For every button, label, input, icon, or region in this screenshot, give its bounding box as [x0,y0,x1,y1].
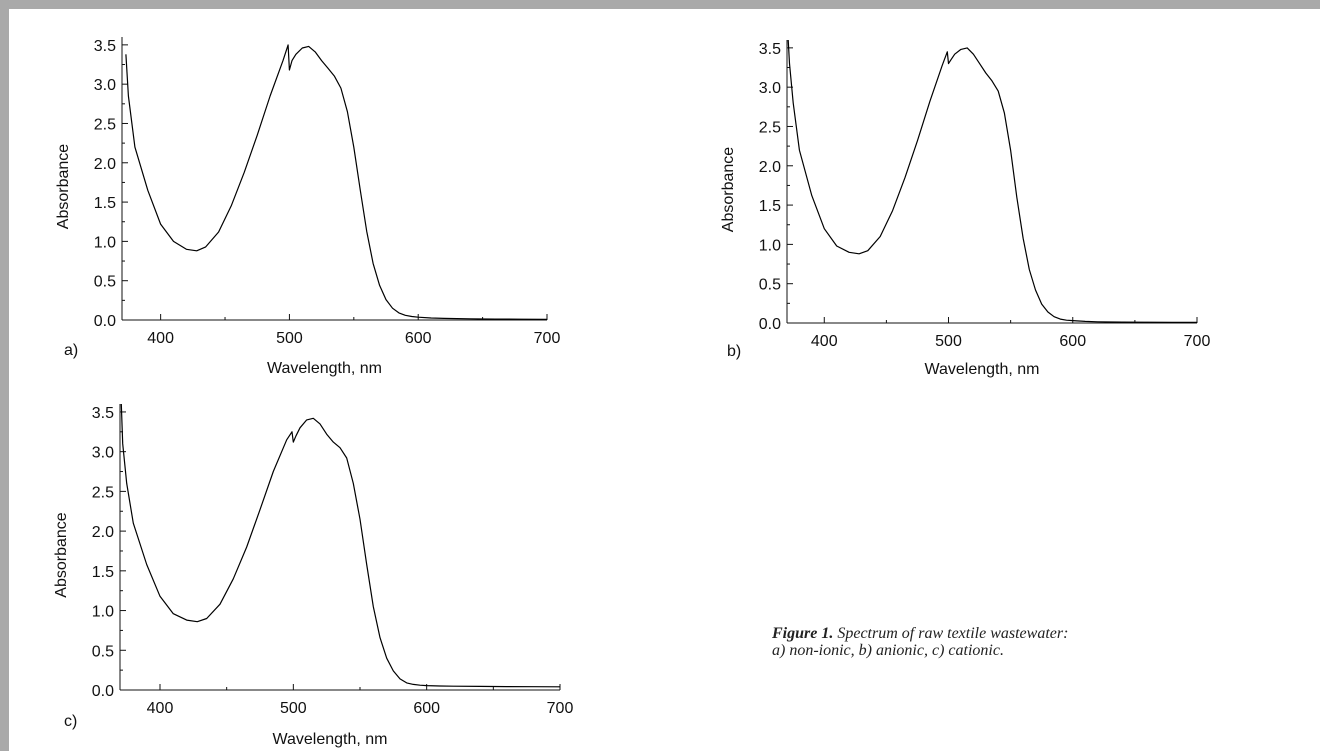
page-frame-left [0,0,9,751]
x-axis-title: Wavelength, nm [924,361,1039,378]
x-tick-label: 700 [547,700,574,717]
x-tick-label: 600 [413,700,440,717]
page-frame-top [0,0,1320,9]
absorbance-line [120,403,561,688]
y-tick-label: 0.5 [94,274,116,291]
y-tick-label: 1.5 [94,195,116,212]
y-tick-label: 3.5 [759,41,781,58]
y-tick-label: 2.5 [94,116,116,133]
y-axis-title: Absorbance [720,147,737,232]
y-tick-label: 3.5 [92,405,114,422]
caption-line-2: a) non-ionic, b) anionic, c) cationic. [772,642,1004,659]
y-tick-label: 2.0 [94,156,116,173]
panel-label: a) [64,342,78,359]
y-tick-label: 0.0 [759,316,781,333]
panel-label: c) [64,713,77,730]
absorbance-line [125,44,548,320]
x-tick-label: 700 [1184,333,1211,350]
y-axis-title: Absorbance [55,144,72,229]
y-tick-label: 1.0 [92,604,114,621]
y-tick-label: 1.5 [759,198,781,215]
x-tick-label: 600 [405,330,432,347]
x-tick-label: 400 [811,333,838,350]
x-axis-title: Wavelength, nm [267,360,382,377]
x-tick-label: 400 [147,700,174,717]
y-tick-label: 2.5 [759,119,781,136]
y-tick-label: 1.0 [94,234,116,251]
x-tick-label: 600 [1059,333,1086,350]
x-tick-label: 500 [935,333,962,350]
y-tick-label: 1.5 [92,564,114,581]
panel-label: b) [727,343,741,360]
y-tick-label: 0.0 [92,683,114,700]
y-tick-label: 2.0 [92,524,114,541]
y-tick-label: 0.5 [92,643,114,660]
x-tick-label: 400 [147,330,174,347]
figure-caption: Figure 1. Spectrum of raw textile wastew… [772,625,1192,659]
y-tick-label: 0.0 [94,313,116,330]
y-axis-title: Absorbance [53,512,70,597]
x-tick-label: 500 [276,330,303,347]
y-tick-label: 2.5 [92,484,114,501]
chart-panel-c: 400 500 600 700 0.0 0.5 1.0 1.5 2.0 2.5 3.0 3.5 Wave… [53,403,574,748]
y-tick-label: 2.0 [759,159,781,176]
y-tick-label: 3.0 [92,445,114,462]
caption-text: Spectrum of raw textile wastewater: [837,625,1069,642]
y-tick-label: 3.5 [94,38,116,55]
y-tick-label: 3.0 [94,77,116,94]
y-tick-label: 1.0 [759,237,781,254]
x-tick-label: 700 [534,330,561,347]
figure-label: Figure 1. [772,625,834,642]
y-tick-label: 3.0 [759,80,781,97]
x-tick-label: 500 [280,700,307,717]
y-tick-label: 0.5 [759,277,781,294]
x-axis-title: Wavelength, nm [272,731,387,748]
chart-panel-b: 400 500 600 700 0.0 0.5 1.0 1.5 2.0 2.5 3.0 3.5 Wave… [720,39,1211,378]
absorbance-line [787,39,1197,323]
chart-panel-a: 400 500 600 700 0.0 0.5 1.0 1.5 2.0 2.5 3.0 3.5 Wave… [55,37,561,377]
